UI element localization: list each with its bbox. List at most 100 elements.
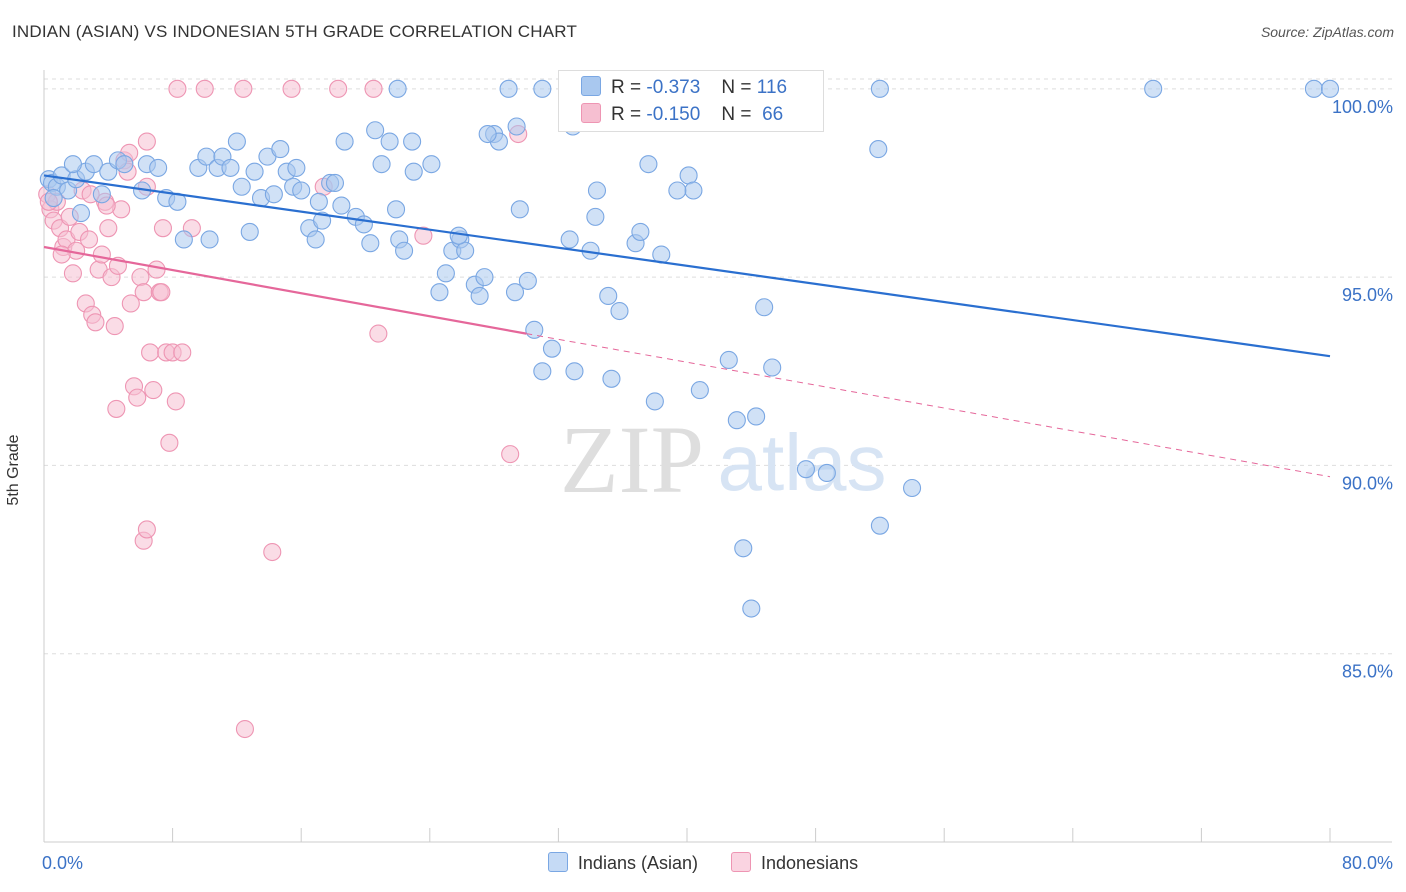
data-point-indians — [71, 204, 91, 223]
data-point-indonesians — [137, 132, 156, 151]
data-point-indonesians — [235, 719, 254, 739]
data-point-indians — [602, 369, 621, 388]
data-point-indians — [565, 362, 584, 381]
data-point-indians — [475, 268, 494, 287]
legend-n-value: 66 — [762, 104, 784, 125]
data-point-indonesians — [141, 343, 160, 362]
legend-n-value: 116 — [756, 77, 788, 98]
data-point-indians — [361, 234, 380, 253]
data-point-indians — [227, 132, 246, 151]
trend-line-indonesians — [43, 245, 527, 335]
data-point-indonesians — [234, 79, 253, 98]
legend-swatch-blue — [581, 76, 601, 96]
data-point-indians — [742, 599, 761, 618]
data-point-indians — [386, 200, 406, 219]
data-point-indians — [366, 121, 385, 140]
legend-item-indonesians[interactable]: Indonesians — [731, 852, 858, 874]
data-point-indians — [245, 162, 264, 181]
data-point-indians — [817, 463, 836, 482]
data-point-indians — [335, 132, 354, 151]
grid-lines — [44, 78, 1392, 655]
data-point-indians — [403, 132, 422, 151]
series-indians-asian — [39, 79, 1340, 618]
legend-r-value: -0.373 — [646, 77, 701, 98]
y-tick-label: 100.0% — [1332, 97, 1393, 117]
data-point-indians — [232, 177, 251, 196]
data-point-indians — [586, 207, 605, 226]
data-point-indians — [734, 539, 753, 558]
data-point-indians — [84, 155, 103, 174]
data-point-indians — [747, 407, 766, 426]
tick-labels: 85.0% 90.0% 95.0% 100.0% 0.0% 80.0% — [42, 97, 1393, 873]
x-tick-label: 0.0% — [42, 853, 83, 873]
data-point-indonesians — [99, 219, 118, 238]
data-point-indians — [380, 132, 399, 151]
data-point-indians — [354, 215, 373, 234]
data-point-indonesians — [166, 392, 185, 411]
legend-item-indians[interactable]: Indians (Asian) — [547, 852, 698, 874]
data-point-indians — [499, 79, 518, 98]
data-point-indonesians — [195, 79, 214, 98]
data-point-indians — [796, 460, 816, 479]
data-point-indians — [631, 222, 650, 241]
data-point-indians — [149, 158, 168, 177]
data-point-indians — [271, 140, 290, 159]
data-point-indians — [639, 155, 658, 174]
data-point-indonesians — [128, 388, 147, 407]
data-point-indonesians — [86, 313, 105, 332]
data-point-indians — [533, 79, 552, 98]
data-point-indians — [456, 241, 475, 260]
data-point-indians — [510, 200, 529, 219]
data-point-indonesians — [263, 542, 282, 562]
data-point-indians — [436, 264, 455, 283]
data-point-indians — [332, 196, 351, 215]
source-label: Source: ZipAtlas.com — [1260, 24, 1394, 40]
data-point-indonesians — [369, 324, 388, 343]
data-point-indonesians — [107, 399, 126, 418]
legend-swatch-pink — [731, 852, 751, 872]
trend-line-indians — [43, 174, 1331, 358]
data-point-indians — [679, 166, 698, 185]
data-point-indonesians — [153, 219, 173, 238]
x-tick-label: 80.0% — [1342, 853, 1393, 873]
data-point-indians — [388, 79, 407, 98]
data-point-indians — [63, 155, 82, 174]
series-indonesians — [38, 79, 528, 739]
data-point-indians — [727, 411, 746, 430]
data-point-indonesians — [152, 283, 171, 302]
data-point-indians — [518, 271, 537, 290]
data-point-indians — [719, 350, 738, 370]
data-point-indians — [505, 283, 525, 302]
data-point-indians — [306, 230, 325, 249]
data-point-indians — [1144, 79, 1163, 98]
y-tick-label: 90.0% — [1342, 473, 1393, 493]
legend-r-value: -0.150 — [646, 104, 701, 125]
data-point-indians — [870, 516, 889, 535]
y-tick-label: 95.0% — [1342, 285, 1393, 305]
data-point-indians — [395, 241, 414, 260]
data-point-indonesians — [147, 260, 166, 279]
data-point-indians — [1304, 79, 1323, 98]
data-point-indonesians — [173, 343, 192, 362]
data-point-indonesians — [282, 79, 301, 98]
data-point-indians — [1320, 79, 1340, 98]
y-tick-label: 85.0% — [1342, 662, 1393, 682]
data-point-indians — [533, 362, 552, 381]
data-point-indians — [313, 211, 332, 230]
watermark: ZIP atlas — [560, 406, 886, 513]
data-point-indians — [200, 230, 219, 249]
data-point-indians — [668, 181, 687, 200]
data-point-indians — [44, 188, 63, 208]
data-point-indians — [870, 79, 889, 98]
data-point-indians — [325, 173, 345, 193]
data-point-indonesians — [131, 268, 150, 287]
legend-row-indonesians: R = -0.150 N = 66 — [581, 103, 783, 126]
data-point-indians — [430, 283, 449, 302]
legend-row-indians: R = -0.373 N = 116 — [581, 76, 787, 99]
data-point-indians — [240, 222, 259, 241]
data-point-indonesians — [329, 79, 348, 98]
trend-lines — [43, 174, 1331, 478]
data-point-indians — [309, 192, 328, 211]
data-point-indians — [763, 358, 782, 377]
